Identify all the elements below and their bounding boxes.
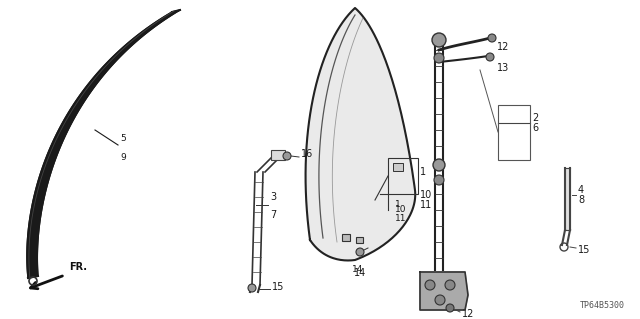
- Text: 16: 16: [301, 149, 313, 159]
- Circle shape: [434, 175, 444, 185]
- Text: 13: 13: [497, 63, 509, 73]
- Bar: [498, 105, 530, 160]
- Text: 9: 9: [120, 153, 125, 162]
- Circle shape: [446, 304, 454, 312]
- Text: 11: 11: [420, 200, 432, 210]
- Polygon shape: [305, 8, 415, 261]
- Text: 11: 11: [395, 214, 406, 223]
- Circle shape: [425, 280, 435, 290]
- Circle shape: [486, 53, 494, 61]
- Text: 6: 6: [532, 123, 538, 133]
- Bar: [342, 234, 350, 241]
- Text: 7: 7: [270, 210, 276, 220]
- Text: 15: 15: [578, 245, 590, 255]
- Text: 15: 15: [272, 282, 284, 292]
- Circle shape: [445, 280, 455, 290]
- Polygon shape: [27, 10, 180, 278]
- Text: 14: 14: [354, 268, 366, 278]
- Circle shape: [433, 159, 445, 171]
- Text: TP64B5300: TP64B5300: [580, 301, 625, 310]
- Text: 2: 2: [532, 113, 538, 123]
- Bar: [271, 150, 285, 160]
- Text: 14: 14: [352, 265, 364, 274]
- Text: 1: 1: [395, 200, 401, 209]
- Circle shape: [248, 284, 256, 292]
- Bar: [356, 237, 363, 243]
- Text: 1: 1: [420, 167, 426, 177]
- Polygon shape: [420, 272, 468, 310]
- Circle shape: [434, 53, 444, 63]
- Bar: [393, 163, 403, 171]
- Text: FR.: FR.: [69, 262, 87, 272]
- Circle shape: [435, 295, 445, 305]
- Text: 4: 4: [578, 185, 584, 195]
- Circle shape: [283, 152, 291, 160]
- Text: 8: 8: [578, 195, 584, 205]
- Text: 5: 5: [120, 134, 125, 143]
- Text: 12: 12: [462, 309, 474, 319]
- Text: 10: 10: [395, 205, 406, 214]
- Text: 10: 10: [420, 190, 432, 200]
- Polygon shape: [565, 168, 570, 230]
- Circle shape: [432, 33, 446, 47]
- Text: 12: 12: [497, 42, 509, 52]
- Text: 3: 3: [270, 192, 276, 202]
- Circle shape: [488, 34, 496, 42]
- Circle shape: [356, 248, 364, 256]
- Bar: [388, 158, 418, 194]
